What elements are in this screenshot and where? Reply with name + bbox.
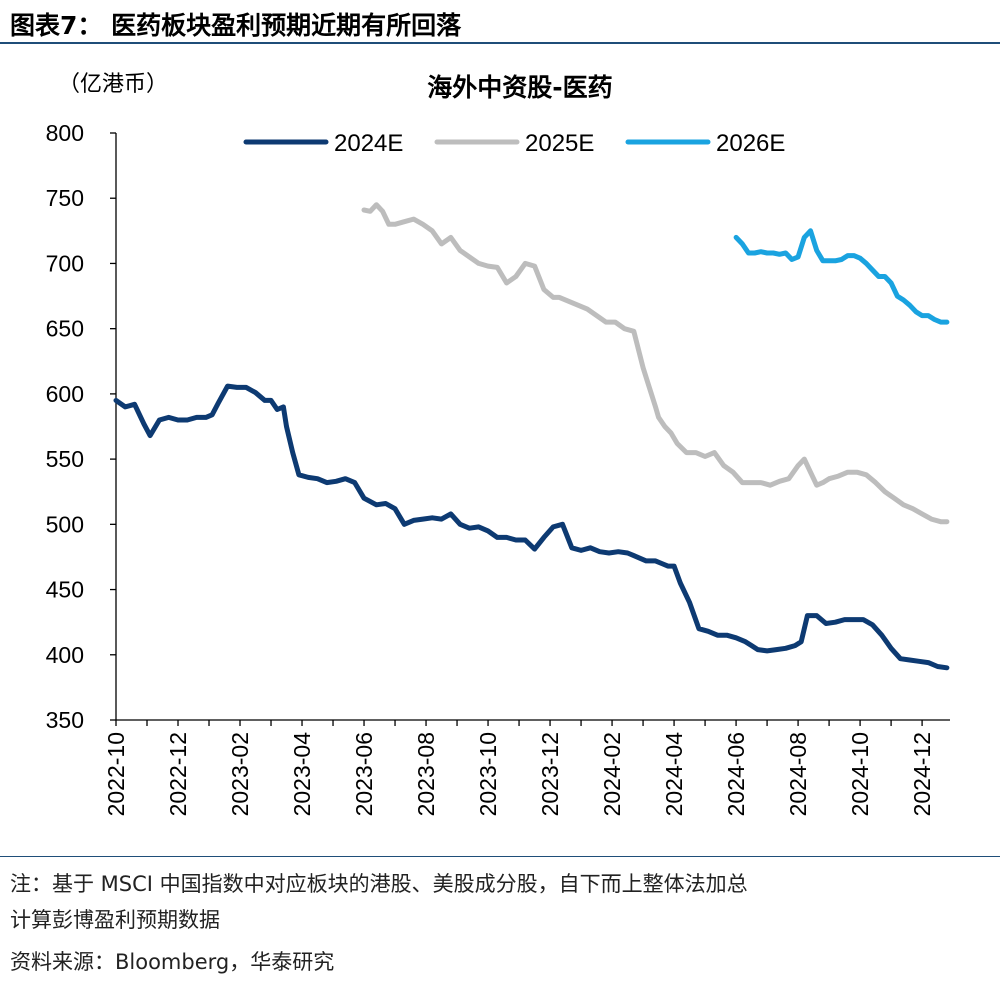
y-tick-label: 600	[46, 381, 84, 407]
title-rule	[0, 42, 1000, 44]
legend-label-2026E: 2026E	[716, 130, 785, 157]
x-tick-label: 2023-10	[475, 732, 501, 816]
footer-rule	[0, 856, 1000, 857]
series-line-2025E	[361, 202, 950, 525]
x-axis: 2022-10 2022-12 2023-02 2023-04 2023-06 2023-…	[103, 719, 950, 817]
y-tick-label: 650	[46, 316, 84, 342]
y-tick-label: 700	[46, 250, 84, 276]
note-line-1: 注：基于 MSCI 中国指数中对应板块的港股、美股成分股，自下而上整体法加总	[10, 872, 748, 896]
series-lines	[113, 202, 950, 671]
y-tick-label: 750	[46, 185, 84, 211]
y-tick-label: 400	[46, 642, 84, 668]
chart-title: 海外中资股-医药	[427, 73, 613, 102]
x-tick-label: 2024-02	[599, 732, 625, 816]
y-tick-label: 800	[46, 120, 84, 146]
y-axis-unit: （亿港币）	[58, 72, 169, 97]
x-tick-label: 2023-12	[537, 732, 563, 816]
source-line: 资料来源：Bloomberg，华泰研究	[10, 950, 335, 974]
figure-title: 图表7： 医药板块盈利预期近期有所回落	[10, 11, 462, 40]
y-tick-label: 550	[46, 446, 84, 472]
x-tick-label: 2023-02	[227, 732, 253, 816]
x-tick-label: 2024-12	[909, 732, 935, 816]
note-line-2: 计算彭博盈利预期数据	[10, 908, 220, 932]
x-tick-label: 2022-12	[165, 732, 191, 816]
legend-label-2025E: 2025E	[525, 130, 594, 157]
x-tick-label: 2022-10	[103, 732, 129, 816]
x-tick-label: 2023-04	[289, 732, 315, 817]
series-line-2026E	[733, 228, 950, 325]
y-axis: 350 400 450 500 550 600 650 700 750 800	[46, 120, 117, 733]
y-tick-label: 350	[46, 707, 84, 733]
x-tick-label: 2023-08	[413, 732, 439, 816]
x-tick-label: 2024-10	[847, 732, 873, 816]
x-tick-label: 2024-04	[661, 732, 687, 817]
y-tick-label: 450	[46, 577, 84, 603]
series-line-2024E	[113, 383, 950, 671]
x-tick-label: 2023-06	[351, 732, 377, 816]
x-tick-label: 2024-08	[785, 732, 811, 816]
x-tick-label: 2024-06	[723, 732, 749, 816]
legend: 2024E 2025E 2026E	[243, 130, 785, 157]
legend-label-2024E: 2024E	[334, 130, 403, 157]
y-tick-label: 500	[46, 511, 84, 537]
